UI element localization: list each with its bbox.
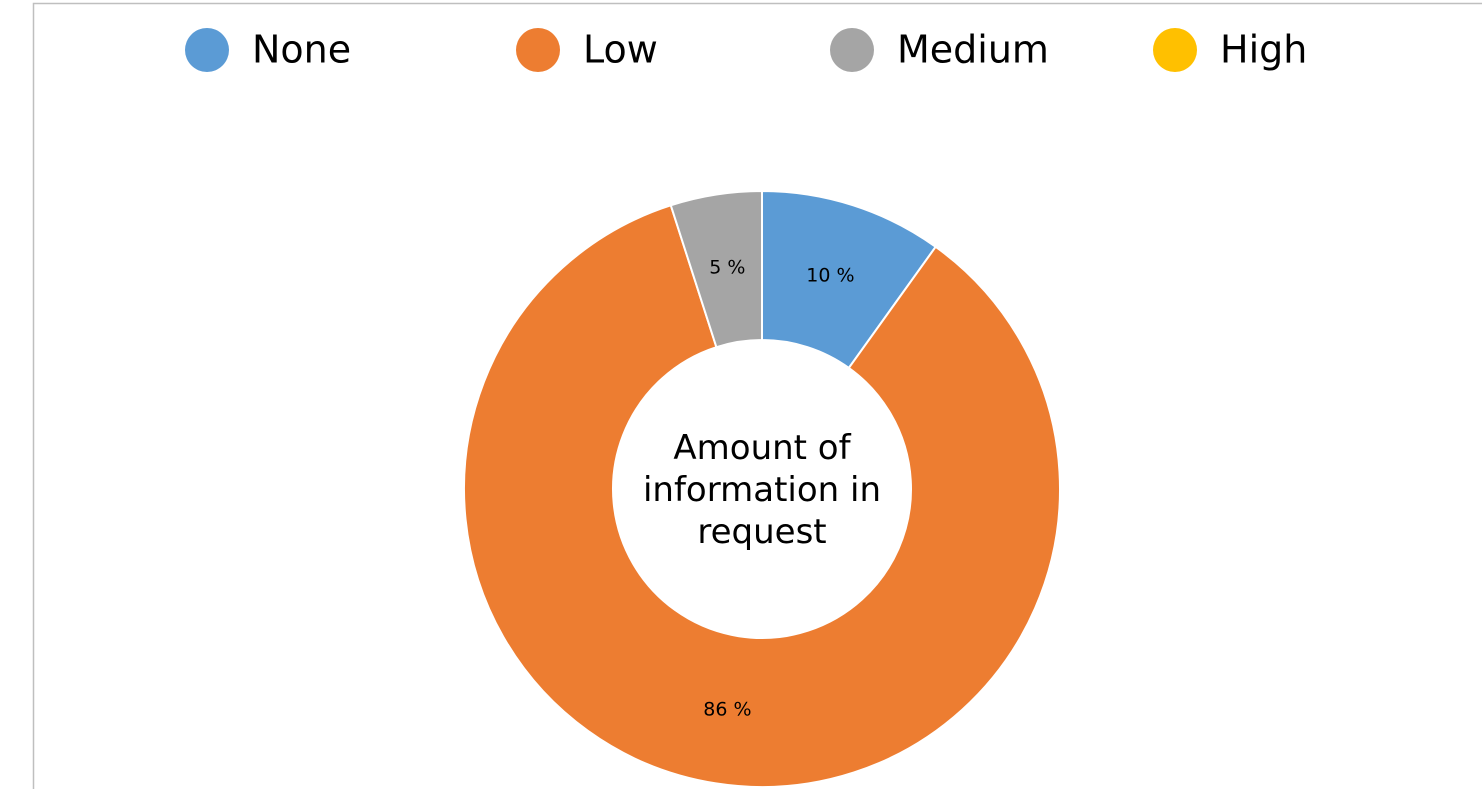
slice-label: 10 % (806, 265, 854, 287)
legend-swatch (1153, 28, 1197, 72)
legend-text: None (252, 28, 351, 72)
chart-frame (32, 2, 1482, 789)
donut-slice (463, 204, 1061, 788)
legend-text: High (1220, 28, 1307, 72)
slice-label: 5 % (709, 257, 745, 279)
legend-swatch (185, 28, 229, 72)
legend-swatch (516, 28, 560, 72)
legend-text: Low (583, 28, 658, 72)
legend-swatch (830, 28, 874, 72)
chart-title: Amount of information in request (642, 428, 882, 552)
slice-label: 86 % (703, 698, 751, 720)
legend-text: Medium (897, 28, 1049, 72)
